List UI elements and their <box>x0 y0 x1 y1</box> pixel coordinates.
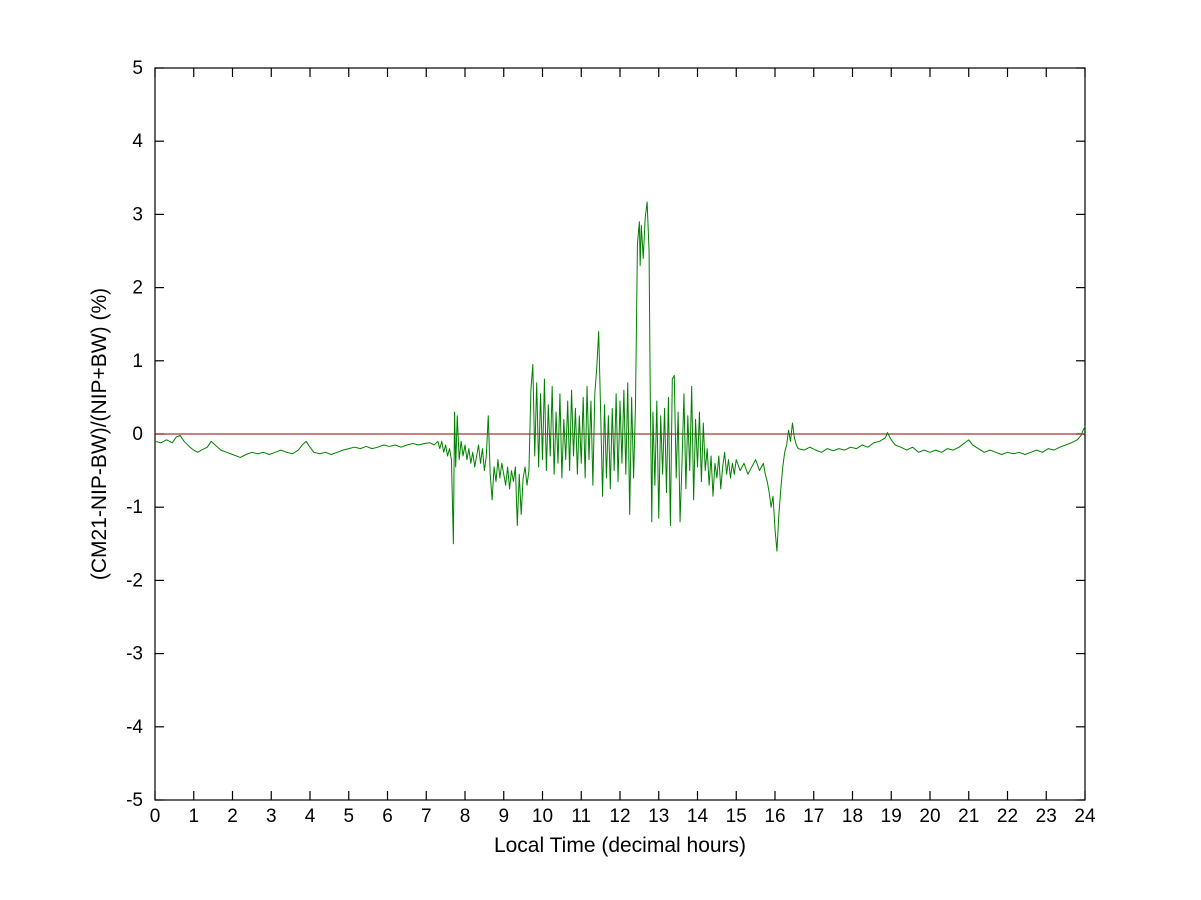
x-tick-label: 10 <box>532 806 553 827</box>
x-tick-label: 13 <box>648 806 669 827</box>
y-tick-label: -1 <box>126 497 143 518</box>
y-axis-ticks: -5 -4 -3 -2 -1 0 1 2 3 4 5 <box>126 58 1085 811</box>
x-tick-label: 3 <box>266 806 277 827</box>
x-axis-title: Local Time (decimal hours) <box>493 834 747 857</box>
x-tick-label: 0 <box>150 806 161 827</box>
x-tick-label: 16 <box>764 806 785 827</box>
y-tick-label: -3 <box>126 644 143 665</box>
y-tick-label: -4 <box>126 717 143 738</box>
y-axis-title: (CM21-NIP-BW)/(NIP+BW) (%) <box>88 287 111 581</box>
x-tick-label: 7 <box>421 806 432 827</box>
x-tick-label: 1 <box>188 806 199 827</box>
data-series-line <box>154 201 1086 552</box>
y-tick-label: 5 <box>132 58 143 79</box>
x-tick-label: 17 <box>803 806 824 827</box>
y-tick-label: 2 <box>132 278 143 299</box>
x-tick-label: 12 <box>609 806 630 827</box>
y-tick-label: 0 <box>132 424 143 445</box>
x-tick-label: 5 <box>343 806 354 827</box>
x-tick-label: 2 <box>227 806 238 827</box>
x-tick-label: 22 <box>997 806 1018 827</box>
x-tick-label: 19 <box>881 806 902 827</box>
x-tick-label: 9 <box>498 806 509 827</box>
y-tick-label: -5 <box>126 790 143 811</box>
x-tick-label: 23 <box>1036 806 1057 827</box>
x-tick-label: 20 <box>919 806 940 827</box>
y-tick-label: 1 <box>132 351 143 372</box>
x-tick-label: 6 <box>382 806 393 827</box>
x-tick-label: 24 <box>1074 806 1096 827</box>
x-axis-ticks: 0 1 2 3 4 5 6 7 8 9 10 11 12 13 14 15 16 17 18 19 20 21 22 23 24 <box>150 68 1096 827</box>
y-tick-label: 3 <box>132 204 143 225</box>
x-tick-label: 15 <box>726 806 747 827</box>
x-tick-label: 18 <box>842 806 863 827</box>
x-tick-label: 21 <box>958 806 979 827</box>
y-tick-label: 4 <box>132 131 143 152</box>
x-tick-label: 8 <box>460 806 471 827</box>
x-tick-label: 14 <box>687 806 709 827</box>
x-tick-label: 11 <box>571 806 591 827</box>
y-tick-label: -2 <box>126 570 143 591</box>
x-tick-label: 4 <box>305 806 316 827</box>
